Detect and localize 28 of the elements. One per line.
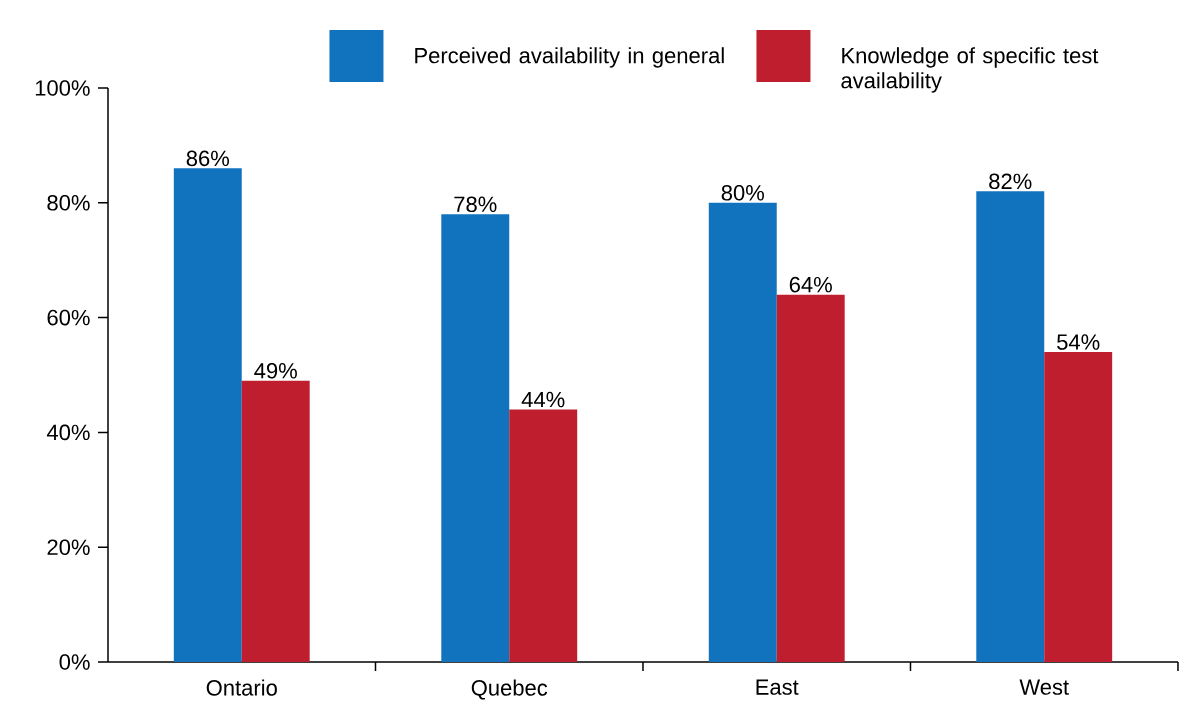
legend-label: Knowledge of specific test availability — [841, 47, 1099, 93]
y-tick-label: 0% — [59, 654, 90, 670]
x-tick-label: Quebec — [471, 679, 548, 700]
bar — [776, 294, 845, 662]
x-tick-label: East — [756, 679, 799, 695]
y-tick-label: 60% — [47, 309, 90, 326]
data-label: 64% — [789, 276, 832, 293]
data-label: 86% — [186, 150, 230, 167]
bar — [1044, 352, 1113, 662]
data-label: 80% — [721, 185, 764, 201]
bar — [976, 191, 1045, 662]
data-label: 44% — [521, 391, 565, 408]
x-tick-label: Ontario — [206, 679, 277, 696]
x-tick-label: West — [1019, 679, 1069, 695]
y-tick-label: 80% — [47, 195, 90, 211]
bar — [708, 202, 777, 662]
bar — [509, 409, 578, 662]
y-tick-label: 20% — [47, 539, 90, 555]
y-tick-label: 40% — [46, 424, 90, 441]
data-label: 54% — [1057, 334, 1100, 350]
y-tick-label: 100% — [35, 80, 90, 96]
data-label: 82% — [989, 173, 1032, 190]
legend-label: Perceived availability in general — [415, 47, 724, 68]
bar — [173, 168, 242, 662]
data-label: 49% — [254, 362, 297, 379]
data-label: 78% — [454, 196, 497, 213]
bar — [441, 214, 510, 662]
bar — [241, 380, 310, 662]
